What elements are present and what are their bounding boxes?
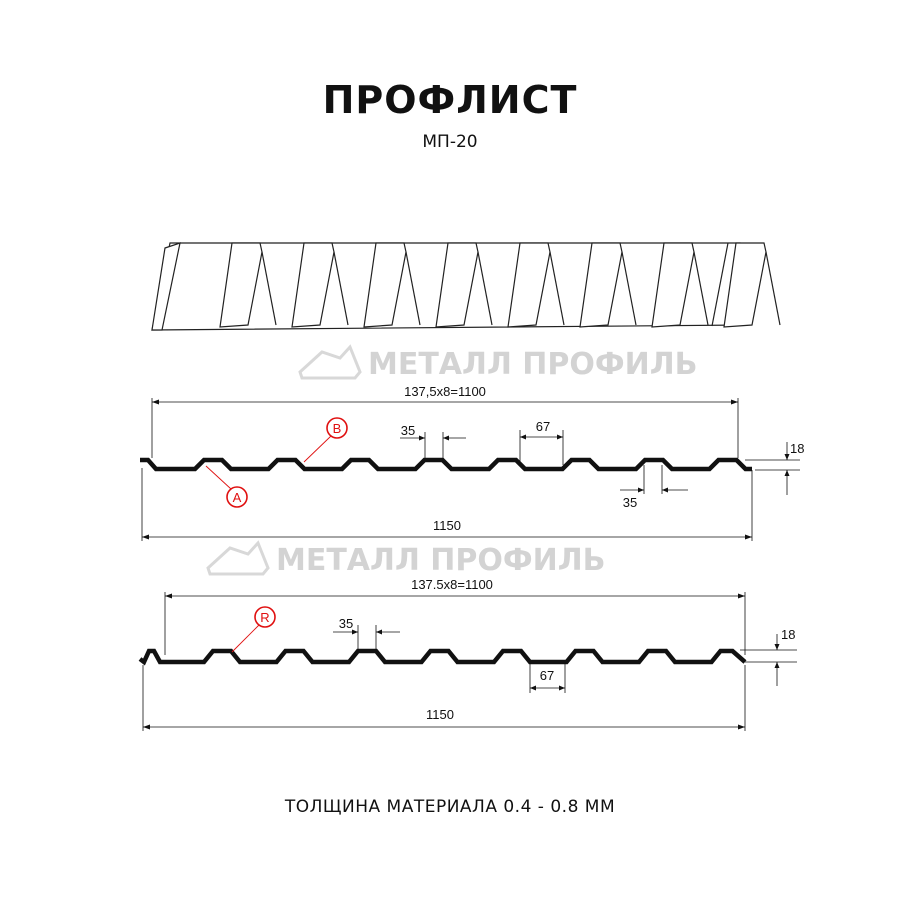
sheet-rib <box>291 242 335 328</box>
watermark-logo-icon <box>206 540 270 576</box>
pitch-label: 137.5x8=1100 <box>411 577 493 592</box>
sheet-edge <box>711 242 729 327</box>
profile-a: 137,5x8=1100 1150 35 67 35 18 B A <box>140 384 804 541</box>
flat-label-2: 35 <box>623 495 637 510</box>
sheet-rib-edge <box>693 251 709 326</box>
sheet-rib <box>435 242 479 328</box>
sheet-edge <box>151 242 181 331</box>
page-title: ПРОФЛИСТ <box>322 78 578 122</box>
watermark-2: МЕТАЛЛ ПРОФИЛЬ <box>206 540 606 578</box>
width-label: 1150 <box>426 707 454 722</box>
svg-text:B: B <box>333 421 342 436</box>
sheet-rib-edge <box>765 251 781 326</box>
sheet-rib <box>507 242 551 328</box>
profile-b: 137.5x8=1100 1150 35 67 18 R <box>138 577 797 731</box>
sheet-rib-edge <box>261 251 277 326</box>
profile-b-outline <box>138 648 747 666</box>
sheet-rib-edge <box>333 251 349 326</box>
sheet-rib <box>723 242 767 328</box>
sheet-rib <box>651 242 695 328</box>
top-flat-label: 35 <box>339 616 353 631</box>
bottom-flat-label: 67 <box>540 668 554 683</box>
sheet-rib-edge <box>405 251 421 326</box>
svg-text:A: A <box>233 490 242 505</box>
pitch-label: 137,5x8=1100 <box>404 384 486 399</box>
bottom-flat-label: 67 <box>536 419 550 434</box>
sheet-rib-edge <box>621 251 637 326</box>
marker-r: R <box>231 606 276 653</box>
width-label: 1150 <box>433 518 461 533</box>
sheet-rib <box>363 242 407 328</box>
marker-b: B <box>303 417 348 463</box>
height-label: 18 <box>790 441 804 456</box>
sheet-rib-edge <box>549 251 565 326</box>
watermark-logo-icon <box>298 344 362 380</box>
watermark-text: МЕТАЛЛ ПРОФИЛЬ <box>276 543 606 578</box>
material-thickness-note: ТОЛЩИНА МАТЕРИАЛА 0.4 - 0.8 ММ <box>284 797 616 817</box>
sheet-rib-edge <box>477 251 493 326</box>
watermark-text: МЕТАЛЛ ПРОФИЛЬ <box>368 347 698 382</box>
sheet-illustration <box>151 242 781 331</box>
top-flat-label: 35 <box>401 423 415 438</box>
svg-text:R: R <box>260 610 269 625</box>
sheet-rib <box>219 242 263 328</box>
watermark-1: МЕТАЛЛ ПРОФИЛЬ <box>298 344 698 382</box>
sheet-rib <box>579 242 623 328</box>
profile-a-outline <box>140 457 752 472</box>
marker-a: A <box>205 465 248 508</box>
page-subtitle: МП-20 <box>422 132 478 152</box>
height-label: 18 <box>781 627 795 642</box>
